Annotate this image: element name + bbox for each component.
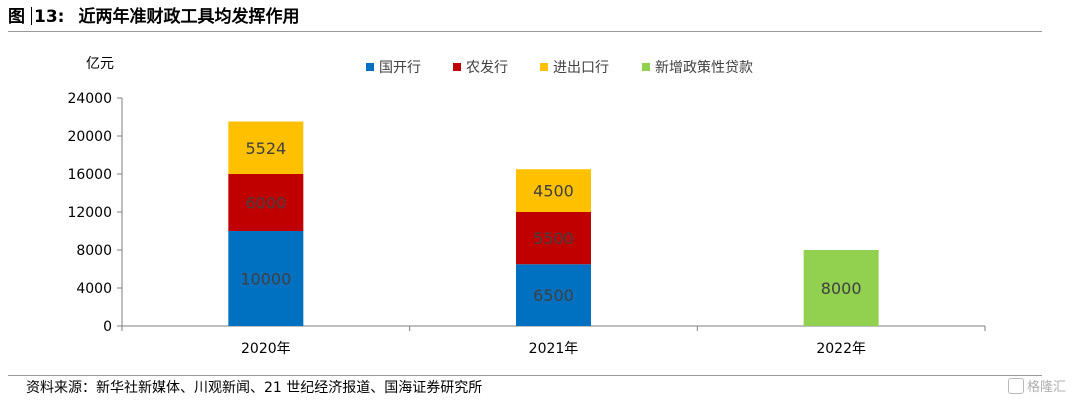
chart-bars: 10000 6000 5524 6500 5500 4500 8000	[228, 121, 879, 326]
y-tick-label: 20000	[67, 129, 112, 145]
watermark-text: 格隆汇	[1026, 380, 1066, 395]
legend-swatch	[642, 63, 650, 71]
bar-segment	[228, 121, 304, 174]
legend-label: 进出口行	[553, 60, 609, 76]
figure-title: 图 13: 近两年准财政工具均发挥作用	[8, 4, 299, 30]
bar-segment	[516, 264, 591, 326]
bar-segment	[228, 231, 304, 326]
source-note: 资料来源：新华社新媒体、川观新闻、21 世纪经济报道、国海证券研究所	[26, 380, 483, 396]
legend-swatch	[540, 63, 548, 71]
figure-title-text: 近两年准财政工具均发挥作用	[78, 7, 300, 27]
x-tick-label: 2021年	[529, 341, 579, 357]
data-label: 6000	[245, 194, 286, 213]
watermark-logo-icon	[1007, 378, 1024, 394]
data-label: 4500	[533, 182, 574, 201]
y-tick-label: 4000	[76, 281, 112, 297]
top-divider	[8, 31, 1042, 32]
chart-legend: 国开行 农发行 进出口行 新增政策性贷款	[366, 59, 753, 76]
bar-segment	[228, 174, 304, 231]
data-label: 5500	[533, 229, 574, 248]
figure-number: 13:	[34, 7, 65, 27]
y-tick-label: 16000	[67, 167, 112, 183]
data-label: 8000	[821, 279, 862, 298]
y-tick-label: 8000	[76, 243, 112, 259]
x-tick-label: 2022年	[816, 341, 866, 357]
figure-prefix: 图	[8, 7, 25, 27]
bar-segment	[516, 169, 591, 212]
data-label: 5524	[245, 139, 286, 158]
y-tick-label: 0	[103, 319, 112, 335]
legend-swatch	[366, 63, 374, 71]
bottom-divider	[8, 375, 1042, 376]
legend-label: 农发行	[466, 60, 508, 76]
y-tick-label: 12000	[67, 205, 112, 221]
y-axis-unit-label: 亿元	[86, 56, 114, 72]
legend-swatch	[453, 63, 461, 71]
y-tick-label: 24000	[67, 91, 112, 107]
bar-segment	[516, 212, 591, 265]
x-tick-label: 2020年	[241, 341, 291, 357]
title-separator	[31, 7, 32, 25]
data-label: 10000	[240, 270, 291, 289]
legend-label: 国开行	[379, 60, 421, 76]
bar-segment	[803, 250, 879, 326]
data-label: 6500	[533, 286, 574, 305]
watermark: 格隆汇	[1007, 378, 1066, 398]
legend-label: 新增政策性贷款	[655, 59, 753, 76]
